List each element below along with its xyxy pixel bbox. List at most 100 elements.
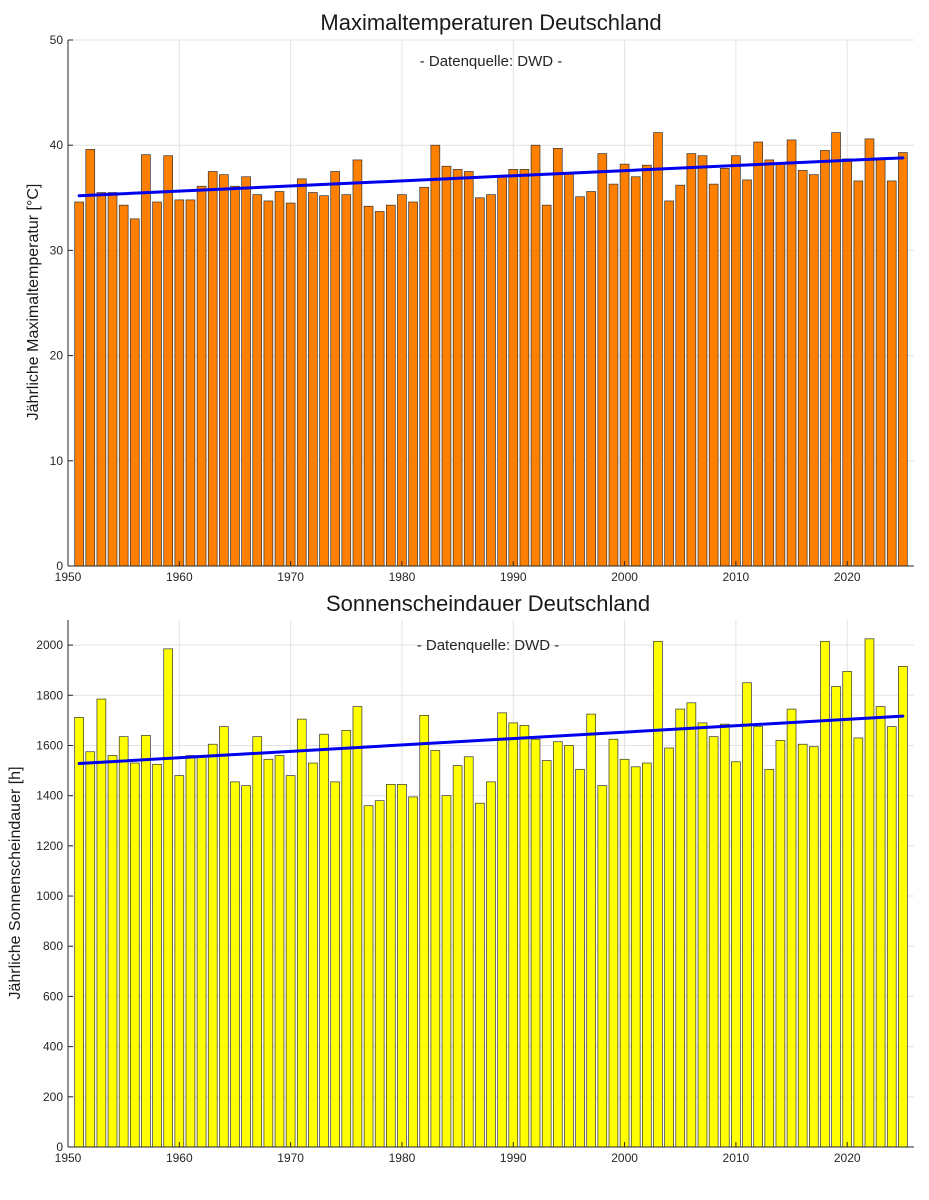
bar-1953: [96, 698, 107, 1148]
bar-2009: [719, 723, 730, 1148]
bar-2018: [820, 150, 830, 567]
bar-2004: [664, 747, 674, 1148]
bar-1961: [185, 755, 196, 1148]
bar-1978: [374, 211, 385, 567]
bar-1977: [363, 205, 374, 567]
bar-2019: [831, 686, 841, 1148]
bar-2006: [686, 153, 697, 567]
bar-1956: [129, 762, 140, 1148]
bar-1970: [285, 202, 296, 567]
y-tick-label: 1000: [36, 889, 63, 903]
bar-2022: [864, 638, 875, 1148]
axes: [67, 39, 914, 567]
x-tick-label: 1970: [277, 1151, 304, 1165]
bar-1963: [207, 743, 218, 1148]
bar-2011: [742, 682, 752, 1148]
max-temperature-chart: Maximaltemperaturen Deutschland 1950 1960…: [25, 10, 914, 584]
bar-2019: [831, 132, 841, 567]
bar-1980: [397, 784, 407, 1148]
bar-1955: [118, 736, 129, 1148]
bar-2018: [820, 640, 830, 1148]
bar-1959: [163, 648, 173, 1148]
bar-1957: [141, 735, 151, 1148]
bar-1958: [152, 763, 162, 1148]
bar-1968: [263, 200, 274, 567]
bar-1958: [152, 201, 162, 567]
y-tick-label: 50: [50, 33, 64, 47]
bar-1970: [285, 775, 296, 1148]
bar-1952: [85, 751, 96, 1148]
bar-1962: [196, 185, 207, 567]
x-tick-label: 2020: [834, 1151, 861, 1165]
bar-1997: [586, 713, 596, 1148]
bar-2004: [664, 200, 674, 567]
data-source-label: - Datenquelle: DWD -: [417, 637, 560, 654]
bar-2017: [809, 746, 819, 1148]
bar-1973: [319, 733, 329, 1148]
bars: [74, 638, 908, 1148]
bar-1969: [274, 755, 285, 1148]
bar-1951: [74, 201, 84, 567]
bar-1964: [219, 174, 229, 567]
bar-1994: [552, 148, 563, 567]
bar-1998: [597, 153, 608, 567]
x-tick-label: 1970: [277, 570, 304, 584]
bar-2013: [764, 768, 775, 1148]
bar-1977: [363, 805, 374, 1148]
x-tick-label: 2000: [611, 1151, 638, 1165]
bar-2010: [731, 761, 741, 1148]
axes: [67, 620, 914, 1148]
bar-1998: [597, 785, 608, 1148]
bar-1996: [575, 196, 585, 567]
bar-1987: [475, 197, 485, 567]
bar-1987: [475, 802, 485, 1148]
bar-2013: [764, 159, 775, 567]
bar-1982: [419, 715, 430, 1148]
y-tick-labels: 0 200 400 600 800 1000 1200 1400 1600 1800 2000: [36, 638, 63, 1154]
y-tick-label: 1400: [36, 789, 63, 803]
y-tick-labels: 0 10 20 30 40 50: [50, 33, 64, 573]
bar-2002: [642, 762, 652, 1148]
bar-1966: [241, 176, 251, 567]
bar-1971: [296, 718, 307, 1148]
bar-1973: [319, 195, 329, 567]
bar-1976: [352, 706, 363, 1148]
bar-2025: [898, 666, 908, 1148]
bar-1990: [508, 169, 519, 567]
y-tick-label: 800: [43, 939, 63, 953]
bar-2020: [842, 671, 853, 1148]
bar-1956: [129, 218, 140, 567]
bar-1957: [141, 154, 151, 567]
y-tick-label: 0: [56, 1140, 63, 1154]
bar-2024: [886, 726, 897, 1148]
bar-1952: [85, 149, 96, 567]
bar-1972: [308, 192, 318, 567]
y-tick-label: 2000: [36, 638, 63, 652]
data-source-label: - Datenquelle: DWD -: [420, 53, 563, 70]
bar-1960: [174, 199, 185, 567]
bar-2021: [853, 737, 864, 1148]
bar-1964: [219, 726, 229, 1148]
bar-2014: [775, 740, 786, 1148]
bar-1972: [308, 762, 318, 1148]
bar-2022: [864, 138, 875, 567]
x-tick-labels: 1950 1960 1970 1980 1990 2000 2010 2020: [55, 570, 861, 584]
bar-1969: [274, 191, 285, 567]
y-tick-label: 40: [50, 138, 64, 152]
bar-2006: [686, 702, 697, 1148]
bar-1963: [207, 171, 218, 567]
x-tick-label: 1990: [500, 570, 527, 584]
x-tick-label: 1990: [500, 1151, 527, 1165]
y-tick-label: 0: [56, 559, 63, 573]
bar-1975: [341, 194, 352, 567]
bar-2002: [642, 164, 652, 567]
bar-2000: [619, 758, 630, 1148]
bar-1965: [230, 185, 240, 567]
y-tick-label: 30: [50, 243, 64, 257]
bar-2025: [898, 152, 908, 567]
bar-1983: [430, 144, 441, 567]
bar-1990: [508, 722, 519, 1148]
bar-1982: [419, 186, 430, 567]
bar-1989: [497, 175, 507, 567]
